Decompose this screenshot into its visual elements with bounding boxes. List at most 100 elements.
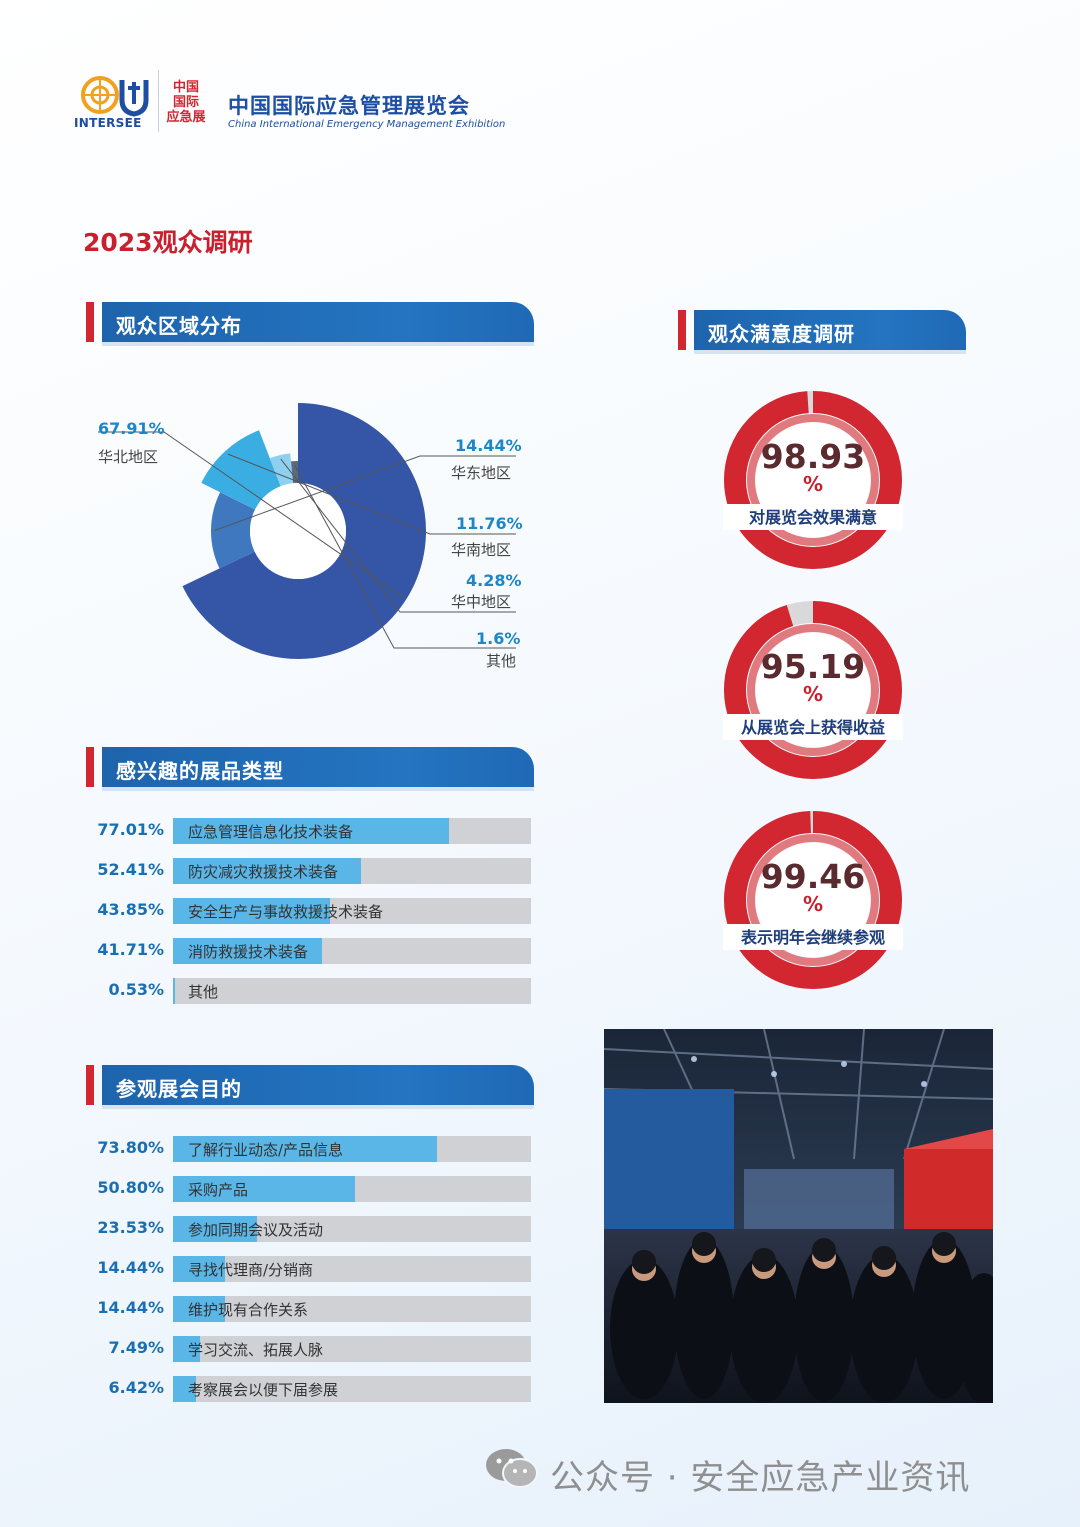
- donut-pct-label: 14.44%: [455, 436, 522, 455]
- bar-row: 6.42% 考察展会以便下届参展: [80, 1376, 535, 1402]
- bar-fill: [173, 1296, 225, 1322]
- page-title: 2023观众调研: [83, 228, 253, 257]
- donut-leader-line: [214, 455, 516, 531]
- section-title: 参观展会目的: [116, 1077, 242, 1101]
- section-title: 观众区域分布: [116, 314, 242, 338]
- bar-category-label: 参加同期会议及活动: [188, 1221, 324, 1239]
- donut-leader-line: [98, 431, 404, 598]
- bar-row: 73.80% 了解行业动态/产品信息: [80, 1136, 535, 1162]
- ring-unit: %: [802, 472, 824, 496]
- ring-graphic: [723, 601, 903, 779]
- ring-value-arc: [724, 391, 902, 569]
- bar-value-label: 43.85%: [97, 900, 164, 919]
- ring-unit: %: [802, 892, 824, 916]
- ring-value-arc: [724, 811, 902, 989]
- bar-category-label: 其他: [188, 983, 219, 1001]
- ring-caption-band: [723, 924, 903, 950]
- bar-value-label: 73.80%: [97, 1138, 164, 1157]
- seal-line: 应急展: [166, 110, 206, 125]
- satisfaction-ring: 98.93% 对展览会效果满意: [723, 390, 903, 570]
- ring-unit: %: [802, 682, 824, 706]
- bar-value-label: 41.71%: [97, 940, 164, 959]
- ring-caption: 对展览会效果满意: [748, 508, 877, 527]
- bar-value-label: 7.49%: [108, 1338, 164, 1357]
- ring-inner-band: [747, 414, 879, 546]
- donut-leader-line: [294, 464, 516, 649]
- section-header-region: 观众区域分布: [86, 302, 534, 342]
- header-divider: [158, 70, 159, 132]
- donut-slice: [211, 492, 256, 569]
- bar-fill: [173, 978, 175, 1004]
- exhibition-seal: 中国 国际 应急展: [166, 80, 206, 128]
- ring-value: 98.93: [760, 437, 866, 476]
- ring-inner-band: [747, 624, 879, 756]
- bar-value-label: 23.53%: [97, 1218, 164, 1237]
- wechat-icon: [486, 1449, 538, 1488]
- ring-value-arc: [724, 601, 902, 779]
- bar-track: 防灾减灾救援技术装备: [173, 858, 531, 884]
- bar-category-label: 学习交流、拓展人脉: [188, 1341, 324, 1359]
- satisfaction-ring: 95.19% 从展览会上获得收益: [723, 600, 903, 780]
- bar-fill: [173, 1336, 200, 1362]
- donut-pct-label: 67.91%: [98, 419, 165, 438]
- intersee-wordmark: INTERSEE: [74, 116, 142, 130]
- bar-track: 考察展会以便下届参展: [173, 1376, 531, 1402]
- bar-track: 参加同期会议及活动: [173, 1216, 531, 1242]
- donut-pct-label: 4.28%: [466, 571, 522, 590]
- bar-track: 应急管理信息化技术装备: [173, 818, 531, 844]
- bar-track: 采购产品: [173, 1176, 531, 1202]
- bar-track: 安全生产与事故救援技术装备: [173, 898, 531, 924]
- section-title: 观众满意度调研: [708, 322, 855, 346]
- ring-caption-band: [723, 504, 903, 530]
- bar-fill: [173, 1216, 258, 1242]
- donut-pct-label: 1.6%: [476, 629, 521, 648]
- bar-value-label: 50.80%: [97, 1178, 164, 1197]
- ring-graphic: [723, 391, 903, 569]
- bar-row: 7.49% 学习交流、拓展人脉: [80, 1336, 535, 1362]
- donut-region-label: 其他: [486, 652, 517, 670]
- bar-category-label: 维护现有合作关系: [188, 1301, 309, 1319]
- bar-value-label: 77.01%: [97, 820, 164, 839]
- bar-row: 43.85% 安全生产与事故救援技术装备: [80, 898, 535, 924]
- region-donut-chart: [98, 403, 516, 659]
- donut-leader-line: [280, 458, 516, 613]
- bar-row: 23.53% 参加同期会议及活动: [80, 1216, 535, 1242]
- bar-category-label: 安全生产与事故救援技术装备: [188, 903, 384, 921]
- exhibition-title-cn: 中国国际应急管理展览会: [228, 94, 470, 118]
- donut-hole: [250, 483, 346, 579]
- donut-region-label: 华南地区: [451, 541, 512, 559]
- bar-category-label: 考察展会以便下届参展: [188, 1381, 339, 1399]
- bar-track: 寻找代理商/分销商: [173, 1256, 531, 1282]
- bar-row: 50.80% 采购产品: [80, 1176, 535, 1202]
- donut-slice: [201, 430, 281, 510]
- section-title: 感兴趣的展品类型: [116, 759, 284, 783]
- bar-category-label: 防灾减灾救援技术装备: [188, 863, 339, 881]
- ring-graphic: [723, 811, 903, 989]
- bar-fill: [173, 1136, 438, 1162]
- exhibition-photo: [604, 1029, 993, 1403]
- exhibition-crowd-image: [604, 1029, 993, 1403]
- donut-pct-label: 11.76%: [456, 514, 523, 533]
- donut-leader-line: [227, 453, 516, 535]
- bar-track: 消防救援技术装备: [173, 938, 531, 964]
- exhibition-title-en: China International Emergency Management…: [228, 119, 506, 130]
- bar-value-label: 0.53%: [108, 980, 164, 999]
- bar-track: 维护现有合作关系: [173, 1296, 531, 1322]
- donut-region-label: 华北地区: [98, 448, 159, 466]
- bar-row: 41.71% 消防救援技术装备: [80, 938, 535, 964]
- seal-line: 中国: [172, 80, 199, 95]
- bar-fill: [173, 818, 449, 844]
- ring-caption: 表示明年会继续参观: [740, 928, 885, 947]
- bar-category-label: 采购产品: [188, 1181, 249, 1199]
- ring-caption-band: [723, 714, 903, 740]
- bar-fill: [173, 898, 330, 924]
- intersee-logo: [78, 74, 156, 132]
- satisfaction-ring: 99.46% 表示明年会继续参观: [723, 810, 903, 990]
- bar-value-label: 14.44%: [97, 1298, 164, 1317]
- bar-value-label: 6.42%: [108, 1378, 164, 1397]
- donut-region-label: 华中地区: [451, 593, 512, 611]
- donut-slice: [290, 461, 298, 484]
- bar-category-label: 了解行业动态/产品信息: [188, 1141, 344, 1159]
- ring-value: 99.46: [760, 857, 866, 896]
- bar-track: 其他: [173, 978, 531, 1004]
